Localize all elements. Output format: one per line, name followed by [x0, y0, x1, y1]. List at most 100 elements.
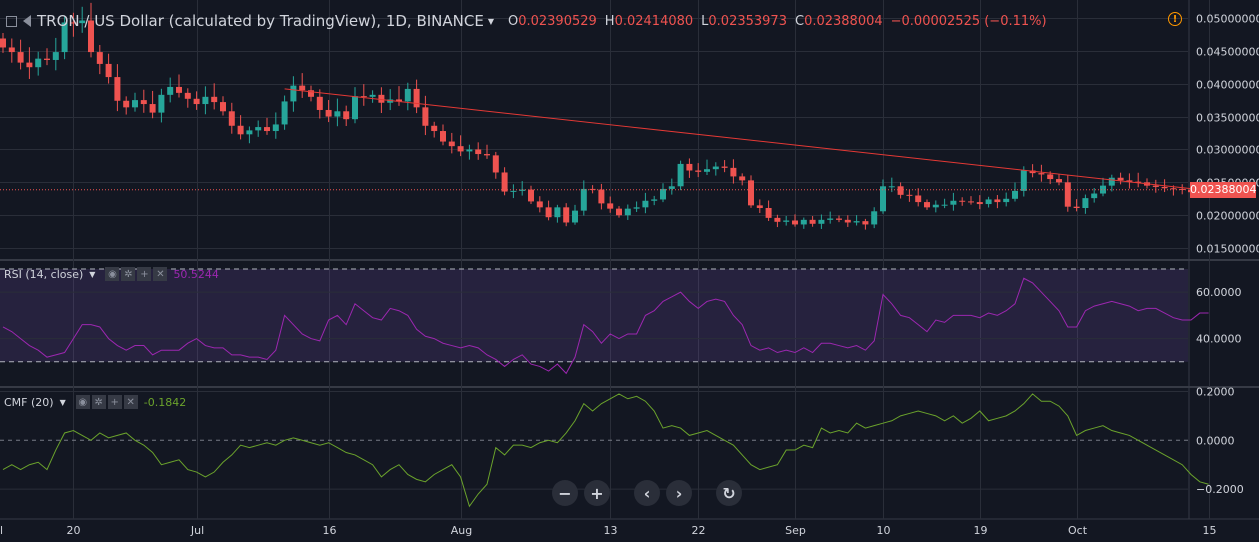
chevron-down-icon[interactable]: ▼	[59, 397, 66, 407]
candle-up	[660, 188, 666, 200]
candle-down	[26, 62, 33, 68]
visibility-icon[interactable]: ◉	[105, 267, 120, 281]
y-tick-label: 0.03500000	[1196, 112, 1259, 125]
low-value: 0.02353973	[708, 13, 787, 29]
gear-icon[interactable]: ✲	[91, 395, 106, 409]
candle-up	[818, 219, 825, 224]
zoom-in-button[interactable]: +	[584, 480, 610, 506]
candle-down	[88, 20, 94, 53]
candle-up	[404, 88, 411, 102]
change-value: −0.00002525 (−0.11%)	[890, 13, 1047, 29]
trendline	[284, 88, 1200, 191]
y-tick-label: 40.0000	[1196, 333, 1242, 346]
ohlc-values: O0.02390529 H0.02414080 L0.02353973 C0.0…	[507, 13, 1047, 29]
candle-up	[880, 186, 886, 212]
x-tick-label: 10	[877, 524, 891, 537]
candle-up	[281, 101, 288, 125]
candle-down	[976, 202, 983, 205]
candle-down	[0, 38, 6, 48]
candle-down	[528, 189, 534, 202]
candle-down	[492, 155, 499, 173]
candle-down	[1064, 182, 1071, 207]
add-icon[interactable]: +	[107, 395, 122, 409]
candle-down	[836, 218, 842, 220]
visibility-icon[interactable]: ◉	[75, 395, 90, 409]
rsi-value: 50.5244	[173, 267, 219, 281]
reset-chart-button[interactable]: ↻	[716, 480, 742, 506]
candle-down	[563, 207, 570, 223]
gear-icon[interactable]: ✲	[121, 267, 136, 281]
candle-down	[1029, 170, 1036, 174]
candle-up	[950, 200, 957, 205]
candle-up	[712, 166, 719, 170]
candle-up	[932, 204, 939, 208]
candle-down	[105, 63, 112, 78]
candle-down	[959, 200, 966, 202]
candle-up	[1091, 193, 1098, 199]
candle-down	[915, 195, 922, 203]
rsi-label[interactable]: RSI (14, close)	[4, 267, 84, 281]
y-tick-label: 0.03000000	[1196, 144, 1259, 157]
candle-down	[413, 88, 420, 108]
candle-up	[61, 22, 68, 53]
x-tick-label: 16	[323, 524, 337, 537]
candle-down	[968, 201, 974, 203]
chevron-left-icon: ‹	[643, 483, 651, 503]
scroll-right-button[interactable]: ›	[666, 480, 692, 506]
collapse-square-icon[interactable]	[6, 15, 17, 27]
candle-down	[44, 58, 50, 60]
zoom-out-button[interactable]: −	[552, 480, 578, 506]
candle-down	[422, 107, 429, 126]
candle-down	[756, 205, 763, 208]
cmf-legend: CMF (20) ▼ ◉ ✲ + ✕ -0.1842	[4, 395, 186, 409]
candle-up	[510, 190, 517, 192]
candle-down	[211, 96, 218, 103]
candle-down	[607, 203, 614, 209]
x-tick-label: 22	[692, 524, 706, 537]
flag-icon[interactable]	[23, 15, 31, 27]
minus-icon: −	[558, 483, 572, 503]
open-value: 0.02390529	[518, 13, 597, 29]
candle-down	[924, 202, 930, 208]
scroll-left-button[interactable]: ‹	[634, 480, 660, 506]
candle-up	[1108, 177, 1115, 186]
cmf-line	[2, 393, 1209, 508]
candle-down	[228, 111, 235, 126]
chevron-down-icon[interactable]: ▼	[89, 269, 96, 279]
candle-down	[1117, 177, 1124, 181]
candle-up	[783, 220, 790, 222]
close-icon[interactable]: ✕	[153, 267, 168, 281]
plus-icon: +	[590, 483, 604, 503]
y-tick-label: 60.0000	[1196, 286, 1242, 299]
candle-up	[202, 96, 209, 105]
candle-down	[237, 125, 244, 135]
x-tick-label-partial: l	[0, 524, 3, 537]
candle-up	[651, 199, 658, 201]
rsi-line	[2, 277, 1209, 375]
candle-up	[352, 96, 358, 120]
candle-up	[369, 94, 376, 97]
alert-icon[interactable]: !	[1168, 12, 1182, 26]
add-icon[interactable]: +	[137, 267, 152, 281]
candle-up	[334, 111, 341, 117]
candle-down	[448, 141, 455, 147]
x-tick-label: Jul	[190, 524, 204, 537]
candle-down	[176, 86, 182, 93]
close-icon[interactable]: ✕	[123, 395, 138, 409]
candle-down	[765, 208, 772, 218]
candle-down	[1152, 185, 1159, 187]
chevron-down-icon[interactable]: ▼	[487, 16, 494, 26]
symbol-title[interactable]: TRON / US Dollar (calculated by TradingV…	[37, 12, 484, 30]
candle-up	[704, 169, 710, 172]
candle-down	[193, 98, 200, 105]
candle-up	[466, 149, 473, 152]
candle-down	[748, 180, 754, 206]
cmf-label[interactable]: CMF (20)	[4, 395, 54, 409]
candle-up	[985, 199, 992, 205]
candle-down	[695, 170, 702, 172]
candle-down	[484, 154, 490, 156]
candle-up	[79, 20, 86, 24]
candle-up	[1082, 198, 1089, 208]
candle-up	[827, 218, 834, 220]
